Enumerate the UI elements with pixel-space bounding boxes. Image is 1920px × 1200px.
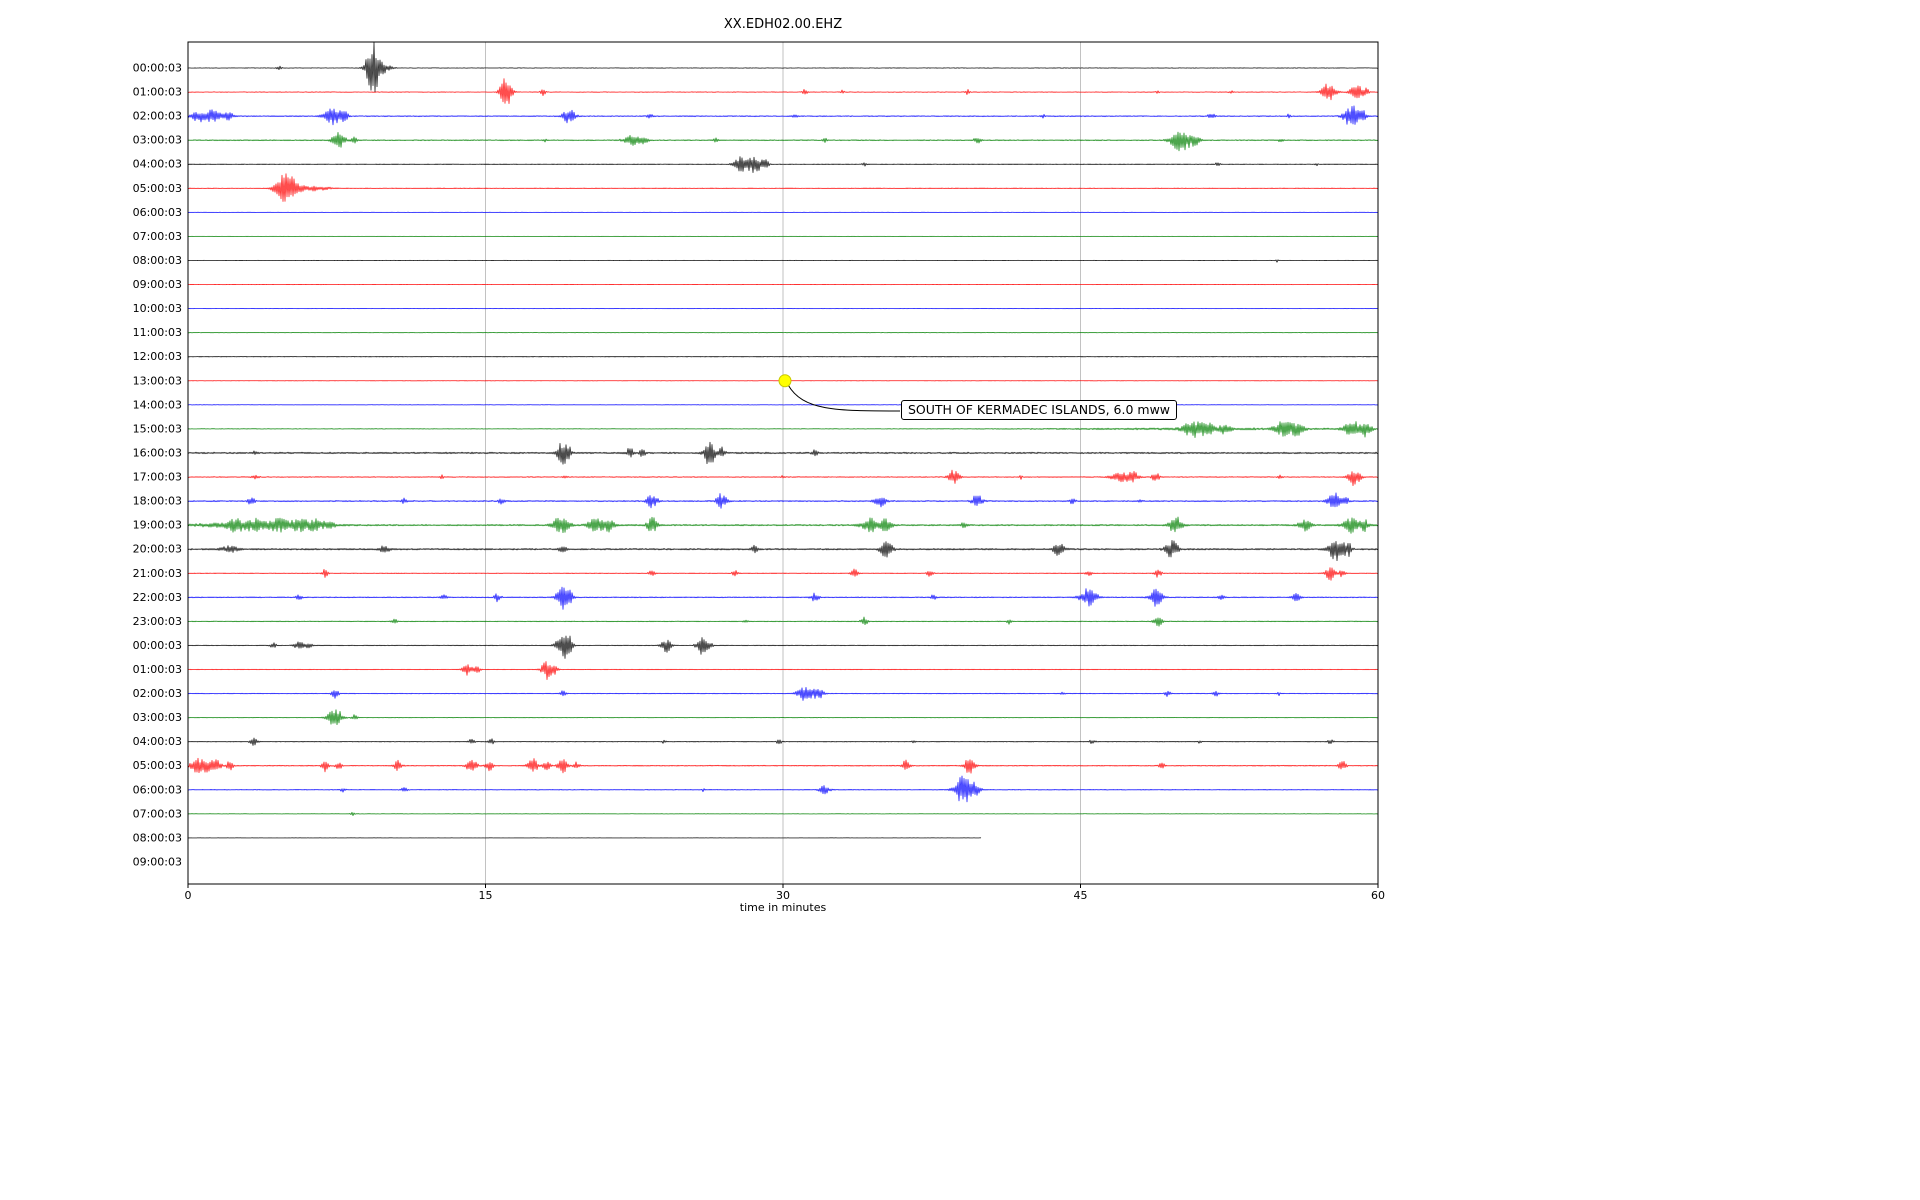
trace-2-02:00:03 (187, 105, 1379, 126)
trace-27-03:00:03 (187, 709, 1379, 726)
row-label: 15:00:03 (133, 422, 182, 435)
trace-15-15:00:03 (187, 421, 1379, 438)
row-label: 23:00:03 (133, 615, 182, 628)
row-label: 13:00:03 (133, 374, 182, 387)
trace-25-01:00:03 (187, 661, 1379, 680)
annotation-leader (787, 384, 901, 412)
row-label: 01:00:03 (133, 663, 182, 676)
trace-18-18:00:03 (187, 492, 1379, 509)
row-label: 01:00:03 (133, 86, 182, 99)
trace-26-02:00:03 (187, 687, 1379, 701)
row-label: 20:00:03 (133, 543, 182, 556)
row-label: 09:00:03 (133, 855, 182, 868)
x-tick-label: 45 (1074, 889, 1088, 902)
row-label: 06:00:03 (133, 206, 182, 219)
event-marker (778, 374, 792, 388)
row-label: 05:00:03 (133, 759, 182, 772)
row-label: 00:00:03 (133, 62, 182, 75)
trace-4-04:00:03 (187, 156, 1379, 173)
trace-29-05:00:03 (187, 757, 1379, 774)
row-label: 14:00:03 (133, 398, 182, 411)
trace-1-01:00:03 (187, 78, 1379, 104)
row-label: 04:00:03 (133, 735, 182, 748)
row-label: 03:00:03 (133, 711, 182, 724)
row-label: 04:00:03 (133, 158, 182, 171)
row-label: 08:00:03 (133, 254, 182, 267)
row-label: 11:00:03 (133, 326, 182, 339)
row-label: 06:00:03 (133, 783, 182, 796)
x-tick-label: 30 (776, 889, 790, 902)
row-label: 05:00:03 (133, 182, 182, 195)
row-label: 17:00:03 (133, 471, 182, 484)
trace-16-16:00:03 (187, 441, 1379, 465)
row-label: 12:00:03 (133, 350, 182, 363)
trace-12-12:00:03 (187, 356, 1379, 358)
trace-28-04:00:03 (187, 737, 1379, 746)
trace-9-09:00:03 (187, 283, 1379, 286)
row-label: 02:00:03 (133, 110, 182, 123)
trace-30-06:00:03 (187, 775, 1379, 803)
row-label: 03:00:03 (133, 134, 182, 147)
trace-31-07:00:03 (187, 811, 1379, 816)
trace-3-03:00:03 (187, 131, 1379, 152)
trace-0-00:00:03 (187, 41, 1379, 93)
trace-21-21:00:03 (187, 567, 1379, 581)
row-label: 07:00:03 (133, 230, 182, 243)
row-label: 02:00:03 (133, 687, 182, 700)
row-label: 22:00:03 (133, 591, 182, 604)
row-label: 08:00:03 (133, 831, 182, 844)
row-label: 09:00:03 (133, 278, 182, 291)
trace-8-08:00:03 (187, 259, 1379, 263)
row-label: 19:00:03 (133, 519, 182, 532)
trace-5-05:00:03 (187, 173, 1379, 202)
trace-19-19:00:03 (187, 516, 1379, 534)
x-axis-label: time in minutes (739, 901, 827, 914)
x-tick-label: 15 (479, 889, 493, 902)
row-label: 07:00:03 (133, 807, 182, 820)
row-label: 18:00:03 (133, 495, 182, 508)
row-label: 16:00:03 (133, 446, 182, 459)
annotation-box: SOUTH OF KERMADEC ISLANDS, 6.0 mww (901, 400, 1178, 420)
plot-title: XX.EDH02.00.EHZ (723, 17, 843, 32)
trace-17-17:00:03 (187, 469, 1379, 487)
trace-11-11:00:03 (187, 332, 1379, 334)
trace-22-22:00:03 (187, 586, 1379, 610)
x-tick-label: 60 (1371, 889, 1385, 902)
x-tick-label: 0 (185, 889, 192, 902)
row-label: 21:00:03 (133, 567, 182, 580)
row-label: 10:00:03 (133, 302, 182, 315)
trace-23-23:00:03 (187, 616, 1379, 627)
trace-7-07:00:03 (187, 235, 1379, 238)
trace-20-20:00:03 (187, 540, 1379, 562)
trace-24-00:00:03 (187, 635, 1379, 659)
trace-6-06:00:03 (187, 211, 1379, 213)
row-label: 00:00:03 (133, 639, 182, 652)
trace-14-14:00:03 (187, 404, 1379, 406)
